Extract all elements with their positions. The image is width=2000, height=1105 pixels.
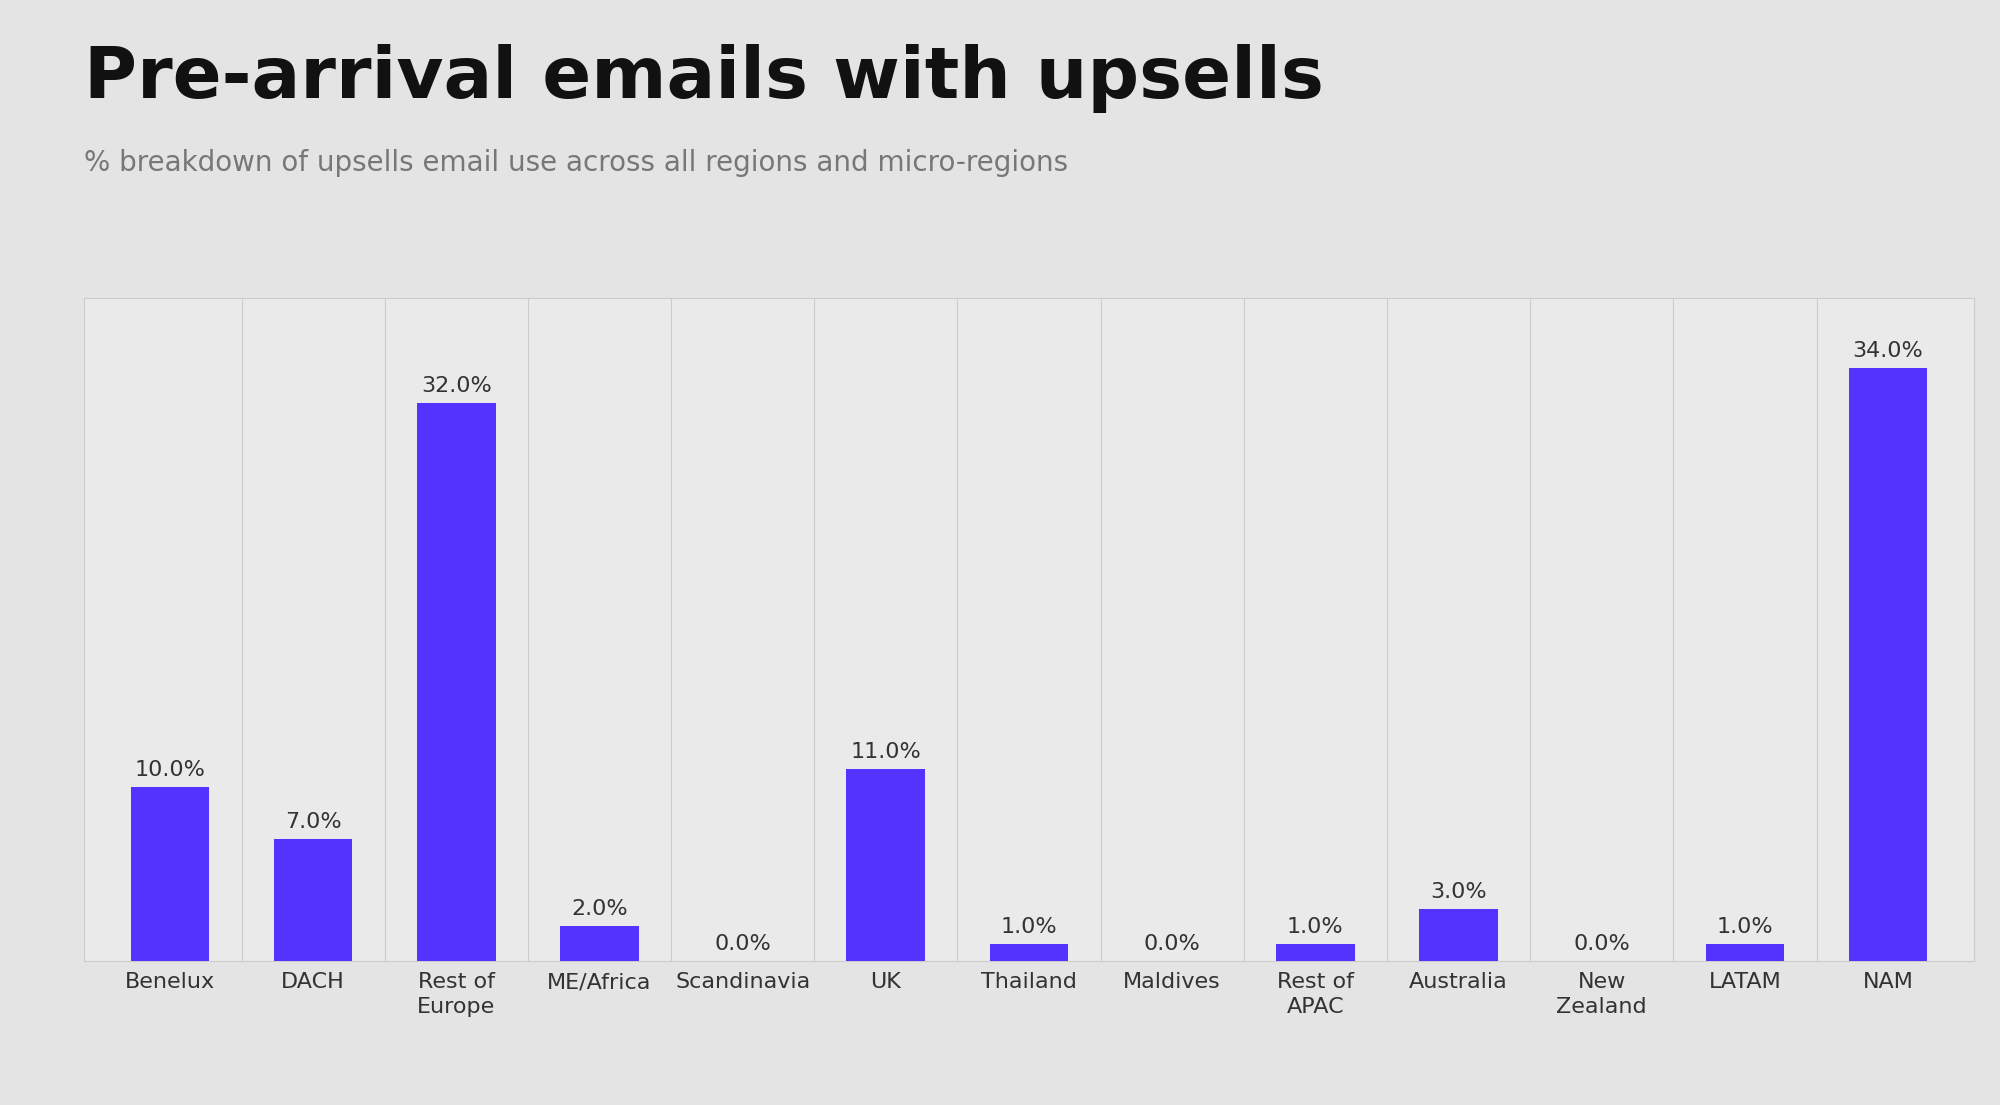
Text: 0.0%: 0.0% xyxy=(1144,935,1200,955)
Text: Pre-arrival emails with upsells: Pre-arrival emails with upsells xyxy=(84,44,1324,113)
Text: 34.0%: 34.0% xyxy=(1852,341,1924,361)
Text: 1.0%: 1.0% xyxy=(1716,917,1774,937)
Text: 1.0%: 1.0% xyxy=(1288,917,1344,937)
Text: 0.0%: 0.0% xyxy=(1574,935,1630,955)
Bar xyxy=(274,839,352,961)
Text: 2.0%: 2.0% xyxy=(572,899,628,919)
Text: % breakdown of upsells email use across all regions and micro-regions: % breakdown of upsells email use across … xyxy=(84,149,1068,177)
Text: 11.0%: 11.0% xyxy=(850,743,922,762)
Bar xyxy=(1848,368,1928,961)
Text: 0.0%: 0.0% xyxy=(714,935,772,955)
Bar xyxy=(1420,909,1498,961)
Bar xyxy=(560,926,638,961)
Text: 10.0%: 10.0% xyxy=(134,760,206,780)
Text: 1.0%: 1.0% xyxy=(1000,917,1058,937)
Bar xyxy=(990,944,1068,961)
Bar xyxy=(1276,944,1354,961)
Bar xyxy=(416,403,496,961)
Text: 7.0%: 7.0% xyxy=(284,812,342,832)
Bar xyxy=(846,769,926,961)
Bar xyxy=(130,787,210,961)
Text: 32.0%: 32.0% xyxy=(420,376,492,396)
Text: 3.0%: 3.0% xyxy=(1430,882,1486,902)
Bar xyxy=(1706,944,1784,961)
